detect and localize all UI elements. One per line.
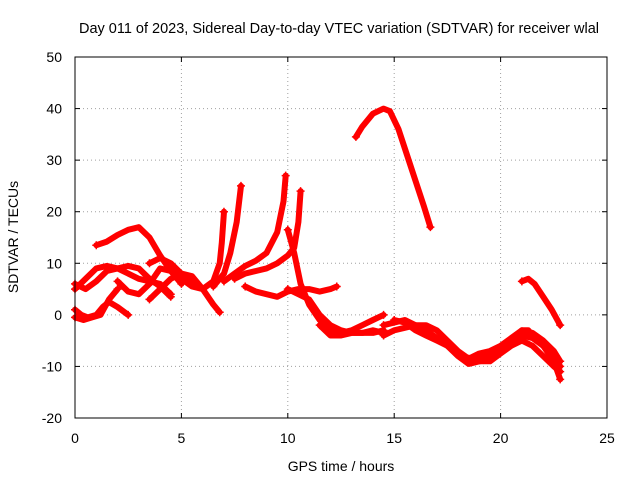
- series-trace-arc-s: [391, 317, 564, 375]
- plot-frame: [74, 56, 608, 419]
- series-endpoint-marker: [296, 187, 305, 196]
- series-trace-arc-p: [352, 105, 434, 231]
- y-tick-label: 30: [46, 152, 62, 168]
- series-endpoint-marker: [351, 132, 360, 141]
- series-trace-arc-n: [284, 286, 387, 336]
- series-trace-arc-j: [221, 172, 289, 285]
- series-endpoint-marker: [145, 259, 154, 268]
- y-tick-label: 20: [46, 204, 62, 220]
- series-endpoint-marker: [426, 223, 435, 232]
- series-endpoint-marker: [92, 241, 101, 250]
- series-endpoint-marker: [209, 282, 218, 291]
- series-endpoint-marker: [464, 354, 473, 363]
- series-endpoint-marker: [283, 225, 292, 234]
- series-endpoint-marker: [166, 290, 175, 299]
- series-endpoint-marker: [124, 310, 133, 319]
- x-axis-label: GPS time / hours: [288, 458, 395, 474]
- series-traces: [71, 105, 565, 384]
- y-tick-label: 50: [46, 49, 62, 65]
- series-endpoint-marker: [517, 277, 526, 286]
- y-axis-label: SDTVAR / TECUs: [5, 181, 21, 293]
- series-trace-arc-t: [465, 327, 564, 365]
- series-endpoint-marker: [556, 357, 565, 366]
- series-endpoint-marker: [332, 282, 341, 291]
- series-trace-arc-d: [72, 286, 121, 323]
- series-trace-arc-i: [210, 182, 244, 290]
- series-trace-arc-b: [72, 262, 174, 298]
- series-endpoint-marker: [379, 310, 388, 319]
- y-tick-label: -20: [42, 410, 62, 426]
- x-tick-label: 5: [178, 430, 186, 446]
- series-trace-arc-o: [316, 322, 387, 339]
- series-endpoint-marker: [379, 331, 388, 340]
- series-endpoint-marker: [219, 277, 228, 286]
- series-trace-arc-h: [146, 208, 227, 293]
- y-tick-label: -10: [42, 358, 62, 374]
- series-endpoint-marker: [315, 321, 324, 330]
- series-endpoint-marker: [556, 367, 565, 376]
- x-tick-label: 15: [386, 430, 402, 446]
- series-trace-arc-k: [231, 188, 304, 282]
- series-endpoint-marker: [236, 181, 245, 190]
- series-trace-arc-m: [284, 226, 387, 336]
- series-endpoint-marker: [379, 321, 388, 330]
- x-tick-label: 10: [280, 430, 296, 446]
- series-endpoint-marker: [556, 375, 565, 384]
- y-tick-label: 0: [54, 307, 62, 323]
- series-endpoint-marker: [219, 207, 228, 216]
- y-tick-label: 40: [46, 101, 62, 117]
- series-trace-arc-u: [518, 275, 564, 329]
- series-endpoint-marker: [283, 285, 292, 294]
- x-tick-label: 20: [493, 430, 509, 446]
- series-endpoint-marker: [145, 295, 154, 304]
- series-endpoint-marker: [113, 285, 122, 294]
- series-endpoint-marker: [556, 321, 565, 330]
- series-endpoint-marker: [113, 277, 122, 286]
- y-tick-label: 10: [46, 255, 62, 271]
- series-endpoint-marker: [390, 316, 399, 325]
- series-endpoint-marker: [215, 308, 224, 317]
- chart-title: Day 011 of 2023, Sidereal Day-to-day VTE…: [79, 21, 599, 37]
- grid-lines: [75, 57, 607, 418]
- series-endpoint-marker: [230, 274, 239, 283]
- series-trace-arc-e: [93, 224, 185, 287]
- series-endpoint-marker: [241, 282, 250, 291]
- series-endpoint-marker: [281, 171, 290, 180]
- x-tick-label: 25: [599, 430, 615, 446]
- x-tick-label: 0: [71, 430, 79, 446]
